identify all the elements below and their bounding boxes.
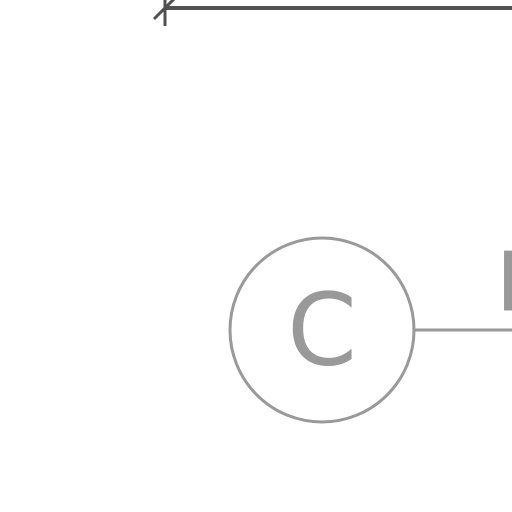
dimension-tick-slash: [152, 0, 176, 21]
dimension-marker: [152, 0, 512, 26]
node-e: E: [495, 234, 512, 332]
node-c-circle: [228, 236, 416, 424]
node-c: C: [228, 236, 416, 424]
node-e-label: E: [496, 236, 512, 331]
node-c-label: C: [287, 272, 357, 389]
